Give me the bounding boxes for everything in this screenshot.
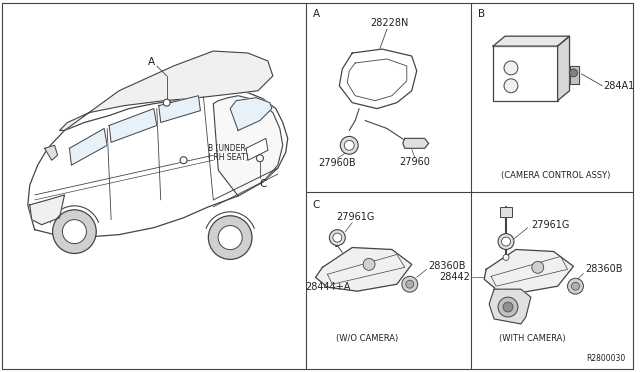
Circle shape — [502, 237, 511, 246]
Circle shape — [363, 259, 375, 270]
Text: ( RH SEAT): ( RH SEAT) — [209, 153, 249, 162]
Polygon shape — [489, 289, 531, 324]
Text: A: A — [148, 57, 156, 67]
Polygon shape — [159, 96, 200, 122]
Circle shape — [503, 254, 509, 260]
Circle shape — [406, 280, 413, 288]
Text: A: A — [312, 9, 319, 19]
Text: C: C — [312, 200, 320, 210]
Polygon shape — [570, 66, 579, 84]
Text: R2800030: R2800030 — [586, 354, 625, 363]
Polygon shape — [45, 145, 58, 160]
Polygon shape — [213, 96, 283, 196]
Text: B: B — [478, 9, 485, 19]
Circle shape — [568, 278, 584, 294]
Circle shape — [340, 137, 358, 154]
Polygon shape — [316, 247, 412, 291]
Circle shape — [503, 302, 513, 312]
Bar — [500, 207, 512, 217]
Circle shape — [257, 155, 264, 162]
Circle shape — [498, 297, 518, 317]
Circle shape — [570, 69, 577, 77]
Polygon shape — [557, 36, 570, 101]
Text: 28360B: 28360B — [429, 262, 466, 271]
Polygon shape — [70, 128, 107, 165]
Polygon shape — [230, 98, 272, 131]
Circle shape — [532, 262, 544, 273]
Circle shape — [63, 219, 86, 244]
Text: 27961G: 27961G — [336, 212, 374, 222]
Circle shape — [504, 79, 518, 93]
Polygon shape — [484, 250, 573, 293]
Text: 27961G: 27961G — [531, 220, 569, 230]
Polygon shape — [28, 91, 288, 238]
Text: (WITH CAMERA): (WITH CAMERA) — [499, 334, 566, 343]
Polygon shape — [30, 195, 65, 225]
Text: (CAMERA CONTROL ASSY): (CAMERA CONTROL ASSY) — [501, 171, 611, 180]
Polygon shape — [493, 36, 570, 46]
Text: 27960: 27960 — [399, 157, 430, 167]
Circle shape — [572, 282, 579, 290]
Circle shape — [180, 157, 187, 164]
Circle shape — [52, 210, 96, 253]
Circle shape — [498, 234, 514, 250]
Circle shape — [504, 61, 518, 75]
Polygon shape — [339, 49, 417, 109]
Circle shape — [218, 225, 242, 250]
Circle shape — [330, 230, 345, 246]
Circle shape — [209, 216, 252, 259]
Polygon shape — [403, 138, 429, 148]
Polygon shape — [60, 51, 273, 131]
Bar — [493, 46, 557, 101]
Text: C: C — [259, 179, 267, 189]
Text: 28444+A: 28444+A — [305, 282, 351, 292]
Circle shape — [402, 276, 418, 292]
Circle shape — [333, 233, 342, 242]
Circle shape — [344, 140, 354, 150]
Polygon shape — [109, 109, 157, 142]
Text: 28228N: 28228N — [371, 18, 409, 28]
Text: B (UNDER: B (UNDER — [209, 144, 246, 153]
Text: 27960B: 27960B — [319, 158, 356, 168]
Text: 28360B: 28360B — [586, 264, 623, 274]
Text: 28442: 28442 — [440, 272, 470, 282]
Text: 284A1: 284A1 — [604, 81, 634, 91]
Text: (W/O CAMERA): (W/O CAMERA) — [336, 334, 398, 343]
Polygon shape — [246, 138, 268, 160]
Circle shape — [163, 99, 170, 106]
